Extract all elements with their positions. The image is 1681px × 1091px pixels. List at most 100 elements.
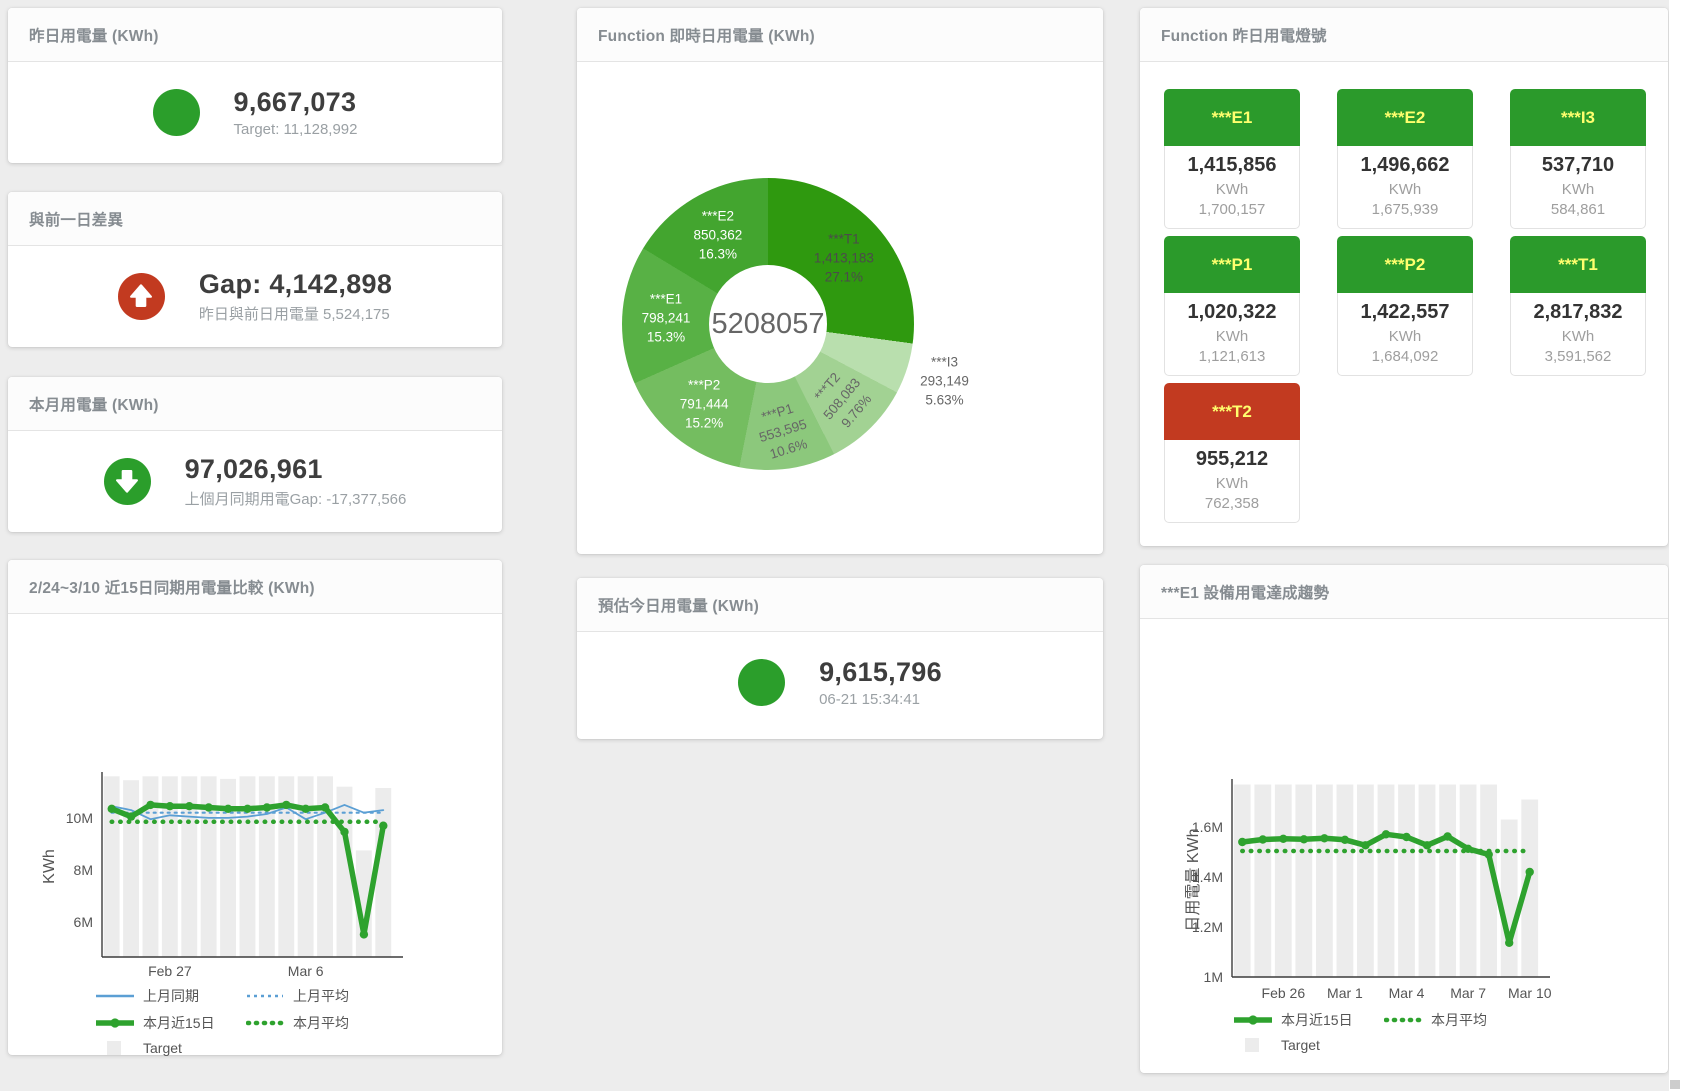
legend-label: 本月平均	[1431, 1012, 1487, 1028]
y-tick-label: 1M	[1204, 969, 1223, 985]
legend-item[interactable]: 上月平均	[246, 986, 349, 1006]
light-tile-body: 2,817,832 KWh 3,591,562	[1510, 293, 1646, 376]
light-tile-unit: KWh	[1561, 181, 1595, 198]
light-tile: ***T2 955,212 KWh 762,358	[1164, 383, 1300, 523]
light-tile-body: 1,415,856 KWh 1,700,157	[1164, 146, 1300, 229]
light-tile-value: 1,422,557	[1360, 301, 1450, 323]
light-tiles-grid: ***E1 1,415,856 KWh 1,700,157 ***E2 1,496,662…	[1140, 62, 1668, 523]
legend-label: Target	[143, 1040, 182, 1056]
arrow-up-icon	[117, 272, 165, 320]
legend-item[interactable]: 本月近15日	[1234, 1010, 1384, 1030]
realtime-donut-card: Function 即時日用電量 (KWh) 5208057 ***T1 1,413,…	[577, 8, 1103, 554]
stat-value: 9,667,073	[233, 86, 357, 117]
legend-item[interactable]: Target	[1234, 1037, 1384, 1053]
card-title: ***E1 設備用電達成趨勢	[1140, 565, 1668, 619]
light-tile-label: ***I3	[1510, 89, 1646, 146]
donut-center-total: 5208057	[709, 265, 827, 383]
light-tile-label: ***T1	[1510, 236, 1646, 293]
light-tile: ***P1 1,020,322 KWh 1,121,613	[1164, 236, 1300, 376]
light-tile-unit: KWh	[1215, 328, 1249, 345]
x-tick-label: Mar 7	[1450, 985, 1486, 1001]
card-title: Function 昨日用電燈號	[1140, 8, 1668, 62]
x-tick-label: Feb 27	[148, 963, 192, 979]
month-usage-card: 本月用電量 (KWh) 97,026,961 上個月同期用電Gap: -17,3…	[8, 377, 502, 532]
x-tick-label: Mar 6	[288, 963, 324, 979]
light-tile-target: 1,675,939	[1371, 201, 1439, 218]
donut-chart[interactable]: 5208057 ***T1 1,413,183 27.1% ***I3 293,149 5.…	[577, 62, 1103, 554]
y-tick-label: 6M	[74, 914, 93, 930]
light-tile-unit: KWh	[1388, 328, 1422, 345]
compare-chart[interactable]: 6M 8M 10M Feb 27 Mar 6 KWh 上月同期 上月平均 本月近15日 本月平均 T…	[8, 614, 502, 1056]
light-tile-label: ***E2	[1337, 89, 1473, 146]
donut-wrap: 5208057 ***T1 1,413,183 27.1% ***I3 293,149 5.…	[622, 178, 969, 470]
legend-item[interactable]: 上月同期	[96, 986, 246, 1006]
pie-slice-label: ***E1 798,241 15.3%	[641, 290, 691, 345]
light-tile-label: ***E1	[1164, 89, 1300, 146]
card-title: 與前一日差異	[8, 192, 502, 246]
light-tile-body: 537,710 KWh 584,861	[1510, 146, 1646, 229]
stat-value: 9,615,796	[819, 656, 942, 687]
y-tick-label: 8M	[74, 862, 93, 878]
e1trend-plot[interactable]: 1M 1.2M 1.4M 1.6M Feb 26 Mar 1 Mar 4 Mar 7 Mar 1…	[1140, 619, 1668, 1073]
light-tile-target: 1,700,157	[1198, 201, 1266, 218]
prev-day-gap-card: 與前一日差異 Gap: 4,142,898 昨日與前日用電量 5,524,175	[8, 192, 502, 347]
e1-trend-card: ***E1 設備用電達成趨勢 1M 1.2M 1.4M 1.6M Feb 26 Mar 1…	[1140, 565, 1668, 1073]
card-title: 預估今日用電量 (KWh)	[577, 578, 1103, 632]
chart-legend: 本月近15日 本月平均 Target	[1234, 1010, 1487, 1053]
y-axis-title: KWh	[41, 849, 58, 884]
function-lights-card: Function 昨日用電燈號 ***E1 1,415,856 KWh 1,700,1…	[1140, 8, 1668, 546]
scrollbar-track[interactable]	[1669, 0, 1681, 1091]
legend-item[interactable]: Target	[96, 1040, 246, 1056]
light-tile-value: 1,020,322	[1187, 301, 1277, 323]
x-tick-label: Feb 26	[1262, 985, 1306, 1001]
stat-value: 97,026,961	[184, 453, 323, 484]
card-title: 本月用電量 (KWh)	[8, 377, 502, 431]
stat-subtitle: 上個月同期用電Gap: -17,377,566	[184, 490, 407, 508]
status-circle-icon	[738, 658, 786, 706]
stat-value: Gap: 4,142,898	[198, 268, 393, 299]
stat-subtitle: Target: 11,128,992	[233, 120, 358, 138]
pie-slice-label: ***E2 850,362 16.3%	[693, 208, 743, 262]
compare-trend-card: 2/24~3/10 近15日同期用電量比較 (KWh) 6M 8M 10M Feb 2…	[8, 560, 502, 1056]
x-tick-label: Mar 10	[1508, 985, 1552, 1001]
compare-plot[interactable]: 6M 8M 10M Feb 27 Mar 6 KWh	[8, 614, 502, 1055]
stat-subtitle: 昨日與前日用電量 5,524,175	[198, 305, 390, 323]
light-tile-target: 1,121,613	[1198, 348, 1266, 365]
light-tile-unit: KWh	[1388, 181, 1422, 198]
card-title: 2/24~3/10 近15日同期用電量比較 (KWh)	[8, 560, 502, 614]
series-line	[110, 803, 385, 821]
legend-label: 上月同期	[143, 988, 199, 1004]
chart-legend: 上月同期 上月平均本月近15日 本月平均 Target	[96, 986, 349, 1056]
pie-slice-label: ***I3 293,149 5.63%	[920, 353, 969, 408]
light-tile-value: 1,415,856	[1187, 154, 1277, 176]
light-tile-body: 1,422,557 KWh 1,684,092	[1337, 293, 1473, 376]
light-tile-target: 3,591,562	[1544, 348, 1612, 365]
y-axis-title: 日用電量 KWh	[1185, 828, 1202, 931]
card-title: Function 即時日用電量 (KWh)	[577, 8, 1103, 62]
light-tile-value: 537,710	[1541, 154, 1615, 176]
e1-trend-chart[interactable]: 1M 1.2M 1.4M 1.6M Feb 26 Mar 1 Mar 4 Mar 7 Mar 1…	[1140, 619, 1668, 1073]
light-tile-label: ***P2	[1337, 236, 1473, 293]
y-tick-label: 1.6M	[1192, 819, 1223, 835]
card-title: 昨日用電量 (KWh)	[8, 8, 502, 62]
pie-slice-label: ***T1 1,413,183 27.1%	[813, 230, 874, 285]
status-circle-icon	[152, 88, 200, 136]
legend-label: 本月近15日	[1281, 1012, 1353, 1028]
x-tick-label: Mar 4	[1389, 985, 1425, 1001]
light-tile: ***I3 537,710 KWh 584,861	[1510, 89, 1646, 229]
legend-item[interactable]: 本月平均	[1384, 1010, 1487, 1030]
x-tick-label: Mar 1	[1327, 985, 1363, 1001]
legend-item[interactable]: 本月平均	[246, 1013, 349, 1033]
legend-item[interactable]: 本月近15日	[96, 1013, 246, 1033]
legend-label: 上月平均	[293, 988, 349, 1004]
light-tile-value: 1,496,662	[1360, 154, 1450, 176]
legend-label: 本月近15日	[143, 1015, 215, 1031]
light-tile-target: 762,358	[1204, 495, 1260, 512]
y-tick-label: 1.2M	[1192, 919, 1223, 935]
scrollbar-thumb[interactable]	[1670, 1080, 1680, 1089]
today-estimate-card: 預估今日用電量 (KWh) 9,615,796 06-21 15:34:41	[577, 578, 1103, 739]
legend-label: 本月平均	[293, 1015, 349, 1031]
arrow-down-icon	[103, 457, 151, 505]
light-tile-unit: KWh	[1215, 181, 1249, 198]
light-tile-body: 955,212 KWh 762,358	[1164, 440, 1300, 523]
